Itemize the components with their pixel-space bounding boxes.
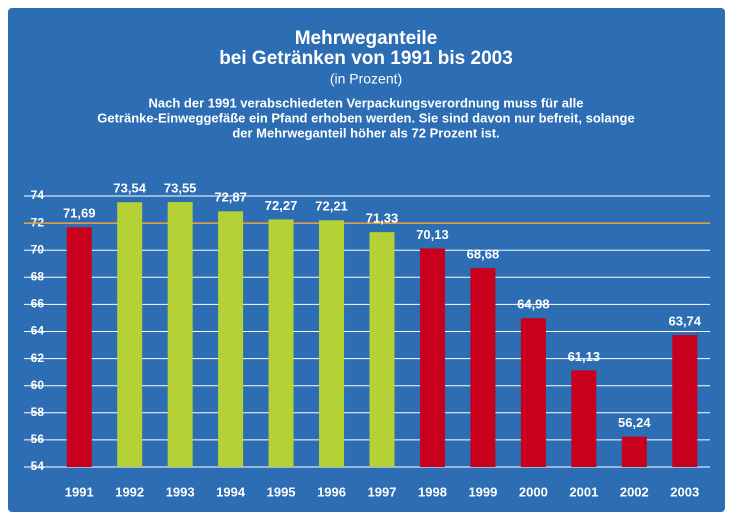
y-tick-label: 62 bbox=[31, 351, 45, 365]
chart-subtitle: bei Getränken von 1991 bis 2003 bbox=[219, 48, 513, 69]
x-tick-label: 2002 bbox=[620, 484, 649, 499]
value-label: 72,87 bbox=[214, 190, 247, 205]
value-label: 64,98 bbox=[517, 297, 550, 312]
bar bbox=[319, 220, 345, 467]
bar bbox=[167, 202, 193, 467]
bar bbox=[369, 232, 395, 467]
value-label: 61,13 bbox=[568, 349, 601, 364]
x-tick-label: 2003 bbox=[670, 484, 699, 499]
x-tick-label: 1991 bbox=[65, 484, 94, 499]
bar bbox=[268, 219, 294, 467]
y-tick-label: 72 bbox=[31, 215, 45, 229]
annotation: Nach der 1991 verabschiedeten Verpackung… bbox=[149, 95, 584, 110]
bar bbox=[672, 335, 698, 467]
x-tick-label: 1993 bbox=[166, 484, 195, 499]
y-tick-label: 54 bbox=[31, 459, 45, 473]
x-tick-label: 1994 bbox=[216, 484, 246, 499]
value-label: 68,68 bbox=[467, 247, 500, 262]
annotation: Getränke-Einweggefäße ein Pfand erhoben … bbox=[97, 110, 634, 125]
bar bbox=[419, 248, 445, 467]
y-tick-label: 74 bbox=[31, 188, 45, 202]
unit-note: (in Prozent) bbox=[330, 71, 402, 87]
x-tick-label: 1997 bbox=[368, 484, 397, 499]
value-label: 63,74 bbox=[668, 313, 701, 328]
x-tick-label: 1995 bbox=[267, 484, 296, 499]
y-tick-label: 58 bbox=[31, 405, 45, 419]
y-tick-label: 70 bbox=[31, 242, 45, 256]
value-label: 71,69 bbox=[63, 206, 96, 221]
y-tick-label: 66 bbox=[31, 297, 45, 311]
chart-title: Mehrweganteile bbox=[295, 28, 438, 49]
x-tick-label: 1992 bbox=[115, 484, 144, 499]
y-tick-label: 60 bbox=[31, 378, 45, 392]
value-label: 73,54 bbox=[113, 181, 146, 196]
y-tick-label: 68 bbox=[31, 269, 45, 283]
y-tick-label: 56 bbox=[31, 432, 45, 446]
y-tick-label: 64 bbox=[31, 324, 45, 338]
bar bbox=[470, 268, 496, 467]
bar bbox=[218, 211, 244, 467]
value-label: 56,24 bbox=[618, 415, 651, 430]
value-label: 73,55 bbox=[164, 181, 197, 196]
bar bbox=[621, 436, 647, 467]
value-label: 72,27 bbox=[265, 198, 298, 213]
x-tick-label: 1998 bbox=[418, 484, 447, 499]
value-label: 71,33 bbox=[366, 211, 399, 226]
x-tick-label: 2001 bbox=[569, 484, 598, 499]
value-label: 72,21 bbox=[315, 199, 348, 214]
x-tick-label: 2000 bbox=[519, 484, 548, 499]
x-tick-label: 1999 bbox=[468, 484, 497, 499]
value-label: 70,13 bbox=[416, 227, 449, 242]
bar bbox=[520, 318, 546, 467]
annotation: der Mehrweganteil höher als 72 Prozent i… bbox=[232, 125, 499, 140]
bar bbox=[117, 202, 143, 467]
x-tick-label: 1996 bbox=[317, 484, 346, 499]
bar bbox=[66, 227, 92, 467]
bar bbox=[571, 370, 597, 467]
